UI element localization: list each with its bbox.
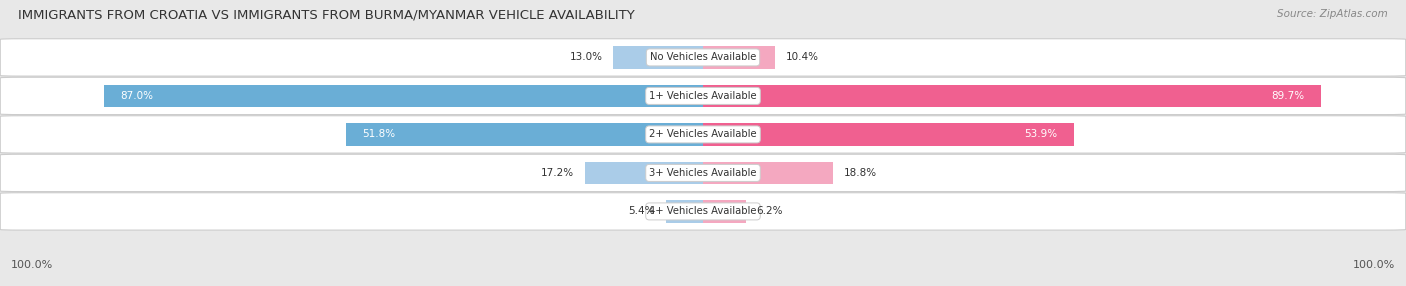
- Text: IMMIGRANTS FROM CROATIA VS IMMIGRANTS FROM BURMA/MYANMAR VEHICLE AVAILABILITY: IMMIGRANTS FROM CROATIA VS IMMIGRANTS FR…: [18, 9, 636, 21]
- Bar: [703, 162, 832, 184]
- Bar: [346, 123, 703, 146]
- Bar: [585, 162, 703, 184]
- Bar: [703, 85, 1322, 107]
- Text: 1+ Vehicles Available: 1+ Vehicles Available: [650, 91, 756, 101]
- Text: Source: ZipAtlas.com: Source: ZipAtlas.com: [1277, 9, 1388, 19]
- FancyBboxPatch shape: [0, 154, 1406, 192]
- Bar: [703, 46, 775, 69]
- Text: 3+ Vehicles Available: 3+ Vehicles Available: [650, 168, 756, 178]
- FancyBboxPatch shape: [0, 116, 1406, 153]
- Text: 4+ Vehicles Available: 4+ Vehicles Available: [650, 206, 756, 217]
- Bar: [613, 46, 703, 69]
- Bar: [703, 200, 745, 223]
- Text: 18.8%: 18.8%: [844, 168, 877, 178]
- Bar: [104, 85, 703, 107]
- Bar: [703, 123, 1074, 146]
- FancyBboxPatch shape: [0, 39, 1406, 76]
- Text: 5.4%: 5.4%: [628, 206, 655, 217]
- Text: No Vehicles Available: No Vehicles Available: [650, 52, 756, 62]
- Text: 53.9%: 53.9%: [1025, 130, 1057, 139]
- Text: 51.8%: 51.8%: [363, 130, 395, 139]
- Text: 89.7%: 89.7%: [1271, 91, 1305, 101]
- Text: 6.2%: 6.2%: [756, 206, 783, 217]
- Text: 100.0%: 100.0%: [1353, 260, 1395, 270]
- Bar: [666, 200, 703, 223]
- Text: 10.4%: 10.4%: [786, 52, 818, 62]
- Text: 87.0%: 87.0%: [120, 91, 153, 101]
- Text: 100.0%: 100.0%: [11, 260, 53, 270]
- Text: 2+ Vehicles Available: 2+ Vehicles Available: [650, 130, 756, 139]
- Text: 13.0%: 13.0%: [569, 52, 602, 62]
- FancyBboxPatch shape: [0, 193, 1406, 230]
- Text: 17.2%: 17.2%: [540, 168, 574, 178]
- FancyBboxPatch shape: [0, 77, 1406, 115]
